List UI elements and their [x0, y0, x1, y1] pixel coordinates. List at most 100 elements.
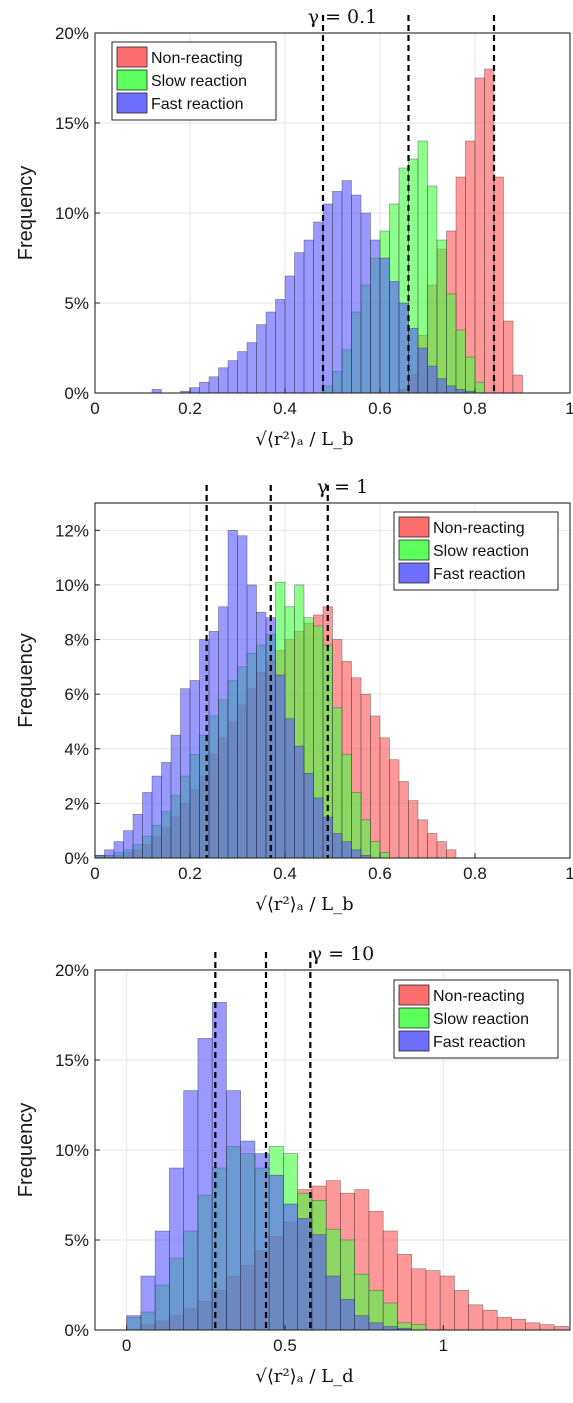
x-tick-label: 0.5 [273, 1336, 297, 1355]
x-tick-label: 0.8 [463, 864, 487, 883]
y-tick-label: 0% [64, 1321, 89, 1340]
axes-frame [94, 502, 571, 859]
histogram-bar [246, 342, 257, 394]
legend-swatch [398, 1007, 430, 1029]
histogram-bar [425, 1270, 441, 1331]
histogram-bar [512, 374, 523, 394]
x-tick-label: 0.2 [178, 399, 202, 418]
histogram-bar [389, 281, 400, 394]
histogram-bar [180, 688, 191, 859]
histogram-bar [170, 734, 181, 859]
histogram-bar [427, 365, 438, 394]
legend-swatch [116, 92, 148, 114]
histogram-bar [503, 320, 514, 394]
y-tick-label: 15% [55, 114, 89, 133]
histogram-bar [283, 1203, 298, 1331]
y-tick-label: 0% [64, 384, 89, 403]
histogram-bar [332, 191, 343, 394]
series-fast-reaction [94, 530, 371, 859]
histogram-bar [351, 792, 362, 859]
histogram-bar [303, 773, 314, 859]
chart-panel-3: 0 0.5 10%5%10%15%20%γ = 10√⟨r²⟩ₐ / L_dFreq… [15, 943, 571, 1387]
histogram-bar [370, 715, 381, 859]
histogram-bar [427, 185, 438, 394]
histogram-bar [218, 367, 229, 394]
y-tick-label: 5% [64, 1231, 89, 1250]
y-axis-label: Frequency [15, 166, 37, 261]
legend-swatch [116, 69, 148, 91]
histogram-bar [340, 1299, 355, 1331]
legend-swatch [398, 984, 430, 1006]
x-tick-label: 1 [565, 399, 573, 418]
histogram-bar [132, 814, 143, 859]
histogram-bar [398, 302, 409, 394]
histogram-bar [332, 833, 343, 859]
histogram-bar [382, 1302, 398, 1331]
histogram-bar [455, 329, 466, 394]
legend-swatch [398, 562, 430, 584]
x-tick-label: 0.4 [273, 864, 297, 883]
histogram-bar [436, 841, 447, 859]
histogram-bar [446, 385, 457, 394]
histogram-bar [227, 530, 238, 859]
histogram-bar [240, 1140, 256, 1331]
y-tick-label: 10% [55, 576, 89, 595]
histogram-bar [265, 311, 276, 394]
x-tick-label: 0.4 [273, 399, 297, 418]
histogram-bar [169, 1167, 184, 1331]
histogram-bar [294, 745, 305, 859]
histogram-bar [227, 360, 238, 394]
histogram-bar [493, 176, 504, 394]
x-axis-label: √⟨r²⟩ₐ / L_d [255, 1366, 353, 1387]
chart-panel-2: 0 0.2 0.4 0.6 0.8 10%2%4%6%8%10%12%γ = 1√⟨r²⟩… [15, 476, 573, 915]
histogram-bar [325, 1275, 341, 1331]
legend-label: Slow reaction [433, 543, 529, 560]
histogram-bar [360, 212, 371, 394]
chart-panel-1: 0 0.2 0.4 0.6 0.8 10%5%10%15%20%γ = 0.1√⟨r²⟩ₐ… [15, 6, 573, 450]
y-tick-label: 0% [64, 849, 89, 868]
histogram-bar [104, 849, 115, 859]
y-tick-label: 10% [55, 1141, 89, 1160]
legend-label: Fast reaction [433, 566, 525, 583]
legend-swatch [398, 1030, 430, 1052]
legend-swatch [398, 539, 430, 561]
histogram-bar [351, 849, 362, 859]
y-tick-label: 10% [55, 204, 89, 223]
histogram-bar [303, 239, 314, 394]
legend-label: Non-reacting [151, 50, 243, 67]
legend: Non-reacting Slow reaction Fast reaction [393, 979, 559, 1059]
histogram-bar [140, 1275, 156, 1331]
histogram-bar [275, 674, 286, 859]
legend: Non-reacting Slow reaction Fast reaction [393, 511, 559, 591]
x-tick-label: 0 [90, 399, 99, 418]
histogram-bar [275, 299, 286, 394]
x-tick-label: 0.2 [178, 864, 202, 883]
histogram-bar [436, 239, 447, 394]
histogram-bar [237, 351, 248, 394]
histogram-bar [237, 535, 248, 859]
histogram-bar [351, 194, 362, 394]
histogram-bar [539, 1324, 555, 1331]
histogram-bar [368, 1322, 384, 1331]
histogram-bar [199, 381, 210, 394]
histogram-bar [294, 252, 305, 394]
histogram-bar [370, 239, 381, 394]
x-tick-label: 0.6 [368, 864, 392, 883]
y-tick-label: 15% [55, 1051, 89, 1070]
histogram-bar [468, 1304, 484, 1331]
histogram-bar [284, 718, 295, 859]
x-tick-label: 0 [122, 1336, 131, 1355]
histogram-bar [189, 680, 200, 859]
histogram-bar [465, 356, 476, 394]
histogram-bar [354, 1315, 370, 1331]
histogram-bar [256, 611, 267, 859]
y-tick-label: 8% [64, 631, 89, 650]
x-tick-label: 0 [90, 864, 99, 883]
legend-label: Slow reaction [433, 1011, 529, 1028]
histogram-bar [436, 378, 447, 394]
y-tick-label: 4% [64, 740, 89, 759]
x-axis-label: √⟨r²⟩ₐ / L_b [255, 894, 353, 915]
histogram-bar [496, 1317, 512, 1331]
histogram-bar [284, 275, 295, 394]
